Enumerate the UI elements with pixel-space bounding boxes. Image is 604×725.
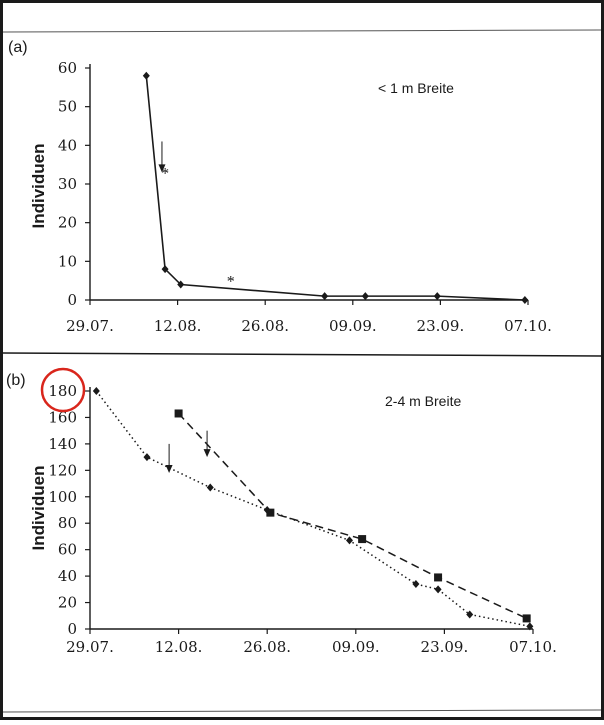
panel-a-plot: 0 10 20 30 40 50 60 29.07. 12.08. 26.08. 09.09. 23.… — [58, 59, 552, 335]
panel-a-series-0-point — [521, 296, 529, 304]
panel-a-y-tick-label: 40 — [58, 136, 77, 154]
panel-a-legend-text: < 1 m Breite — [378, 80, 454, 96]
panel-a-series-0-point — [433, 292, 441, 301]
panel-a-series-0-point — [161, 265, 169, 274]
panel-b-series-1-point — [358, 535, 367, 544]
annotation-asterisk: * — [227, 274, 235, 291]
panel-b-y-tick-label: 100 — [48, 488, 77, 506]
panel-b-y-tick-label: 120 — [48, 461, 77, 479]
panel-b-y-tick-label: 180 — [48, 382, 77, 400]
annotation-arrowhead — [203, 449, 211, 458]
panel-a-series-0-point — [142, 71, 150, 80]
panel-b-y-tick-label: 20 — [58, 594, 77, 612]
panel-b-y-tick-label: 140 — [48, 435, 77, 453]
panel-b-x-tick-label: 29.07. — [66, 638, 114, 656]
panel-b-x-tick-label: 09.09. — [332, 638, 380, 656]
panel-b-series-0-point — [412, 580, 420, 589]
panel-b-series-1-point — [522, 614, 531, 623]
panel-a-x-tick-label: 07.10. — [504, 317, 552, 335]
panel-b-series-1-point — [174, 409, 183, 418]
annotation-asterisk: * — [161, 165, 169, 182]
panel-b-series-0-point — [345, 536, 353, 545]
panel-a-y-tick-label: 20 — [58, 214, 77, 232]
highlight-circle — [40, 367, 86, 413]
panel-b-series-0-point — [526, 622, 534, 631]
panel-b-y-tick-label: 60 — [58, 541, 77, 559]
panel-a-y-tick-label: 50 — [58, 98, 77, 116]
panel-a-ylabel: Individuen — [29, 144, 48, 229]
panel-b-series-0-point — [143, 453, 151, 462]
panel-b-series-0-point — [466, 610, 474, 619]
panel-b-y-tick-label: 160 — [48, 408, 77, 426]
panel-b-y-tick-label: 80 — [58, 514, 77, 532]
panel-a-series-0-point — [177, 280, 185, 289]
panel-b-series-0-line — [95, 390, 530, 628]
panel-b-series-0-point — [434, 585, 442, 594]
annotation-arrowhead — [158, 164, 166, 173]
panel-a-x-tick-label: 26.08. — [241, 317, 289, 335]
panel-b-x-tick-label: 23.09. — [421, 638, 469, 656]
annotation-arrowhead — [165, 464, 173, 473]
panel-a-x-tick-label: 12.08. — [154, 317, 202, 335]
panel-b-series-0-point — [206, 483, 214, 492]
panel-a-x-tick-label: 29.07. — [66, 317, 114, 335]
panel-b-y-tick-label: 0 — [67, 620, 77, 638]
top-rule — [2, 29, 602, 33]
panel-b-legend-text: 2-4 m Breite — [385, 393, 461, 409]
panel-a-y-tick-label: 0 — [67, 291, 77, 309]
panel-b-x-tick-label: 07.10. — [509, 638, 557, 656]
panel-b-x-tick-label: 12.08. — [155, 638, 203, 656]
bottom-rule — [2, 709, 602, 713]
panel-a-series-0-point — [361, 292, 369, 301]
panel-b-ylabel: Individuen — [29, 466, 48, 551]
panel-a-label: (a) — [8, 39, 28, 56]
panel-a-series-0-point — [321, 292, 329, 301]
panel-a-y-tick-label: 30 — [58, 175, 77, 193]
panel-a-x-tick-label: 09.09. — [329, 317, 377, 335]
panel-a-x-tick-label: 23.09. — [417, 317, 465, 335]
panel-a-y-tick-label: 60 — [58, 59, 77, 77]
panel-b-plot: 0 20 40 60 80 100 120 140 160 180 29.07. 12.08. 26.0… — [40, 367, 557, 656]
panel-a-series-0-line — [145, 75, 525, 301]
panel-b-series-1-point — [434, 573, 443, 582]
panel-b-label: (b) — [6, 372, 26, 389]
panel-b-series-1-point — [266, 508, 275, 517]
panel-b-x-tick-label: 26.08. — [243, 638, 291, 656]
panel-b-series-0-point — [92, 387, 100, 395]
panel-a-y-tick-label: 10 — [58, 252, 77, 270]
panel-divider — [2, 352, 602, 357]
panel-b-series-1-line — [178, 412, 527, 620]
panel-b-y-tick-label: 40 — [58, 567, 77, 585]
